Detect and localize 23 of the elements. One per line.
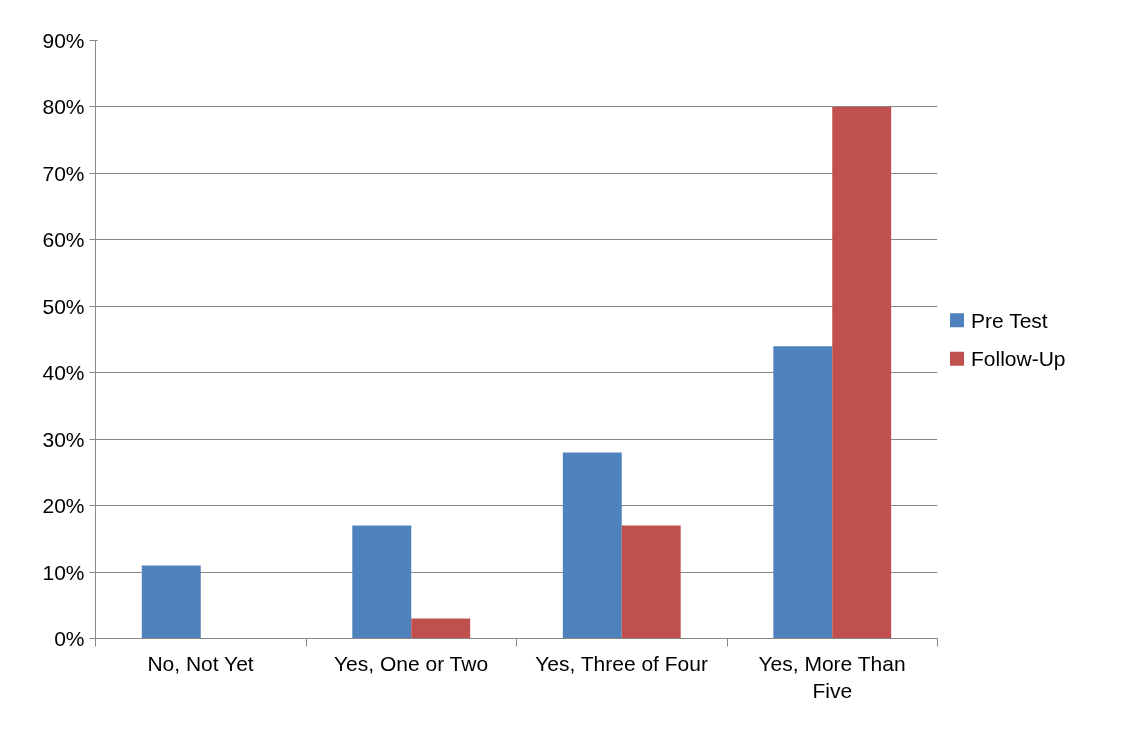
- bar: [773, 346, 833, 639]
- x-tick-label: No, Not Yet: [147, 651, 254, 675]
- y-tick-label: 50%: [42, 294, 85, 318]
- legend-label: Follow-Up: [971, 347, 1066, 371]
- x-tick-label: Yes, Three of Four: [535, 651, 708, 675]
- bar: [621, 525, 681, 639]
- y-tick-label: 20%: [42, 494, 85, 518]
- x-tick-label: Yes, One or Two: [334, 651, 489, 675]
- y-tick-label: 10%: [42, 560, 85, 584]
- y-tick-label: 60%: [42, 228, 85, 252]
- bar: [352, 525, 412, 639]
- x-tick-label: Yes, More Than Five: [758, 651, 906, 703]
- y-tick-label: 0%: [54, 627, 85, 650]
- y-tick-label: 90%: [42, 29, 85, 52]
- y-tick-label: 70%: [42, 161, 85, 185]
- y-tick-label: 40%: [42, 361, 85, 385]
- legend-label: Pre Test: [971, 308, 1048, 332]
- bar: [832, 106, 892, 639]
- bar: [141, 565, 201, 639]
- bar: [562, 452, 622, 639]
- bar: [411, 618, 471, 639]
- y-tick-label: 80%: [42, 95, 85, 119]
- y-tick-label: 30%: [42, 427, 85, 451]
